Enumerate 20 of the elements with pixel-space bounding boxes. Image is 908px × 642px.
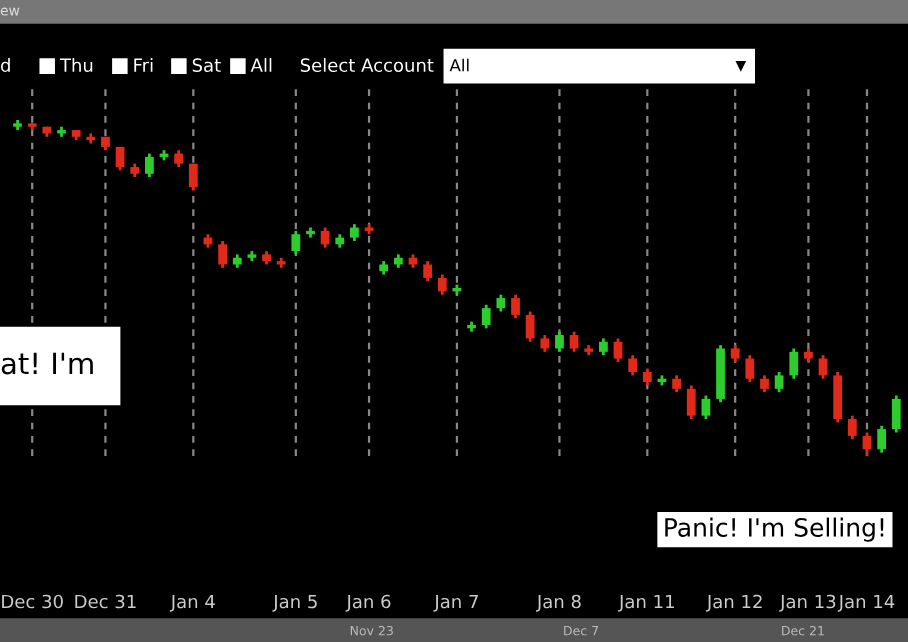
annotation: at! I'm bbox=[1, 352, 93, 375]
text: Fri bbox=[134, 58, 153, 72]
text: All bbox=[449, 58, 469, 72]
text: Panic! I'm Selling! bbox=[665, 517, 884, 542]
x-tick-label: Jan 8 bbox=[535, 594, 581, 612]
text: Select Account bbox=[300, 58, 434, 73]
x-tick-label: Jan 12 bbox=[705, 594, 762, 612]
text: d bbox=[1, 58, 10, 73]
x-tick-label: Jan 13 bbox=[779, 594, 836, 612]
x-tick-label: Dec 30 bbox=[2, 594, 63, 609]
x-tick-label: Jan 6 bbox=[345, 594, 391, 612]
text: All bbox=[250, 58, 272, 72]
x-tick-label: Jan 11 bbox=[618, 594, 674, 612]
x-tick-label: Dec 31 bbox=[75, 594, 136, 609]
x-tick-label: Jan 7 bbox=[433, 594, 478, 612]
x-tick-label: Jan 4 bbox=[169, 594, 215, 612]
text: Sat bbox=[192, 58, 221, 73]
x-tick-label: Jan 14 bbox=[837, 594, 895, 612]
text: Thu bbox=[59, 58, 93, 73]
x-tick-label: Jan 5 bbox=[272, 594, 317, 612]
